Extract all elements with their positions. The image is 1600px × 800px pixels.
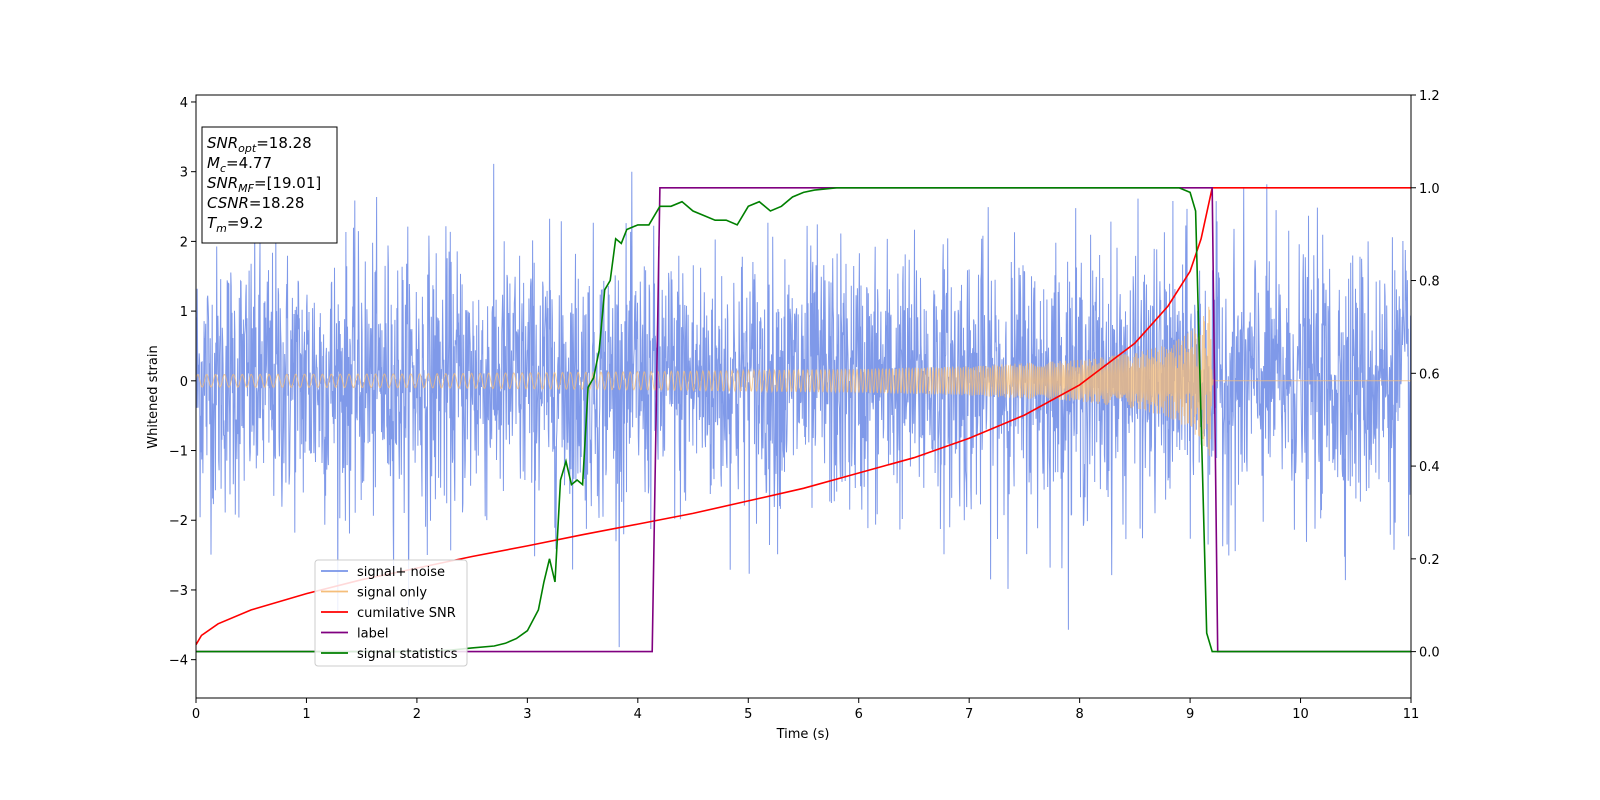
legend-item-stat: signal statistics [321,647,458,662]
legend-item-noisy: signal+ noise [321,565,445,580]
x-axis: 0 1 2 3 4 5 6 7 8 9 10 11 [192,698,1419,722]
series-cumulative-snr [196,187,1411,646]
series-signal-statistics [196,187,1411,653]
y-left-tick-label: 1 [180,305,188,320]
x-tick-label: 4 [634,707,642,722]
x-axis-label: Time (s) [776,727,830,742]
legend: signal+ noise signal only cumilative SNR la… [314,559,468,667]
y-axis-right: 0.0 0.2 0.4 0.6 0.8 1.0 1.2 [1411,89,1440,661]
x-tick-label: 2 [413,707,421,722]
legend-label: signal+ noise [357,565,445,580]
y-right-tick-label: 1.0 [1419,182,1440,197]
info-box: SNRopt=18.28Mc=4.77SNRMF=[19.01]CSNR=18.… [201,126,338,244]
info-box-line: SNRMF=[19.01] [207,174,321,195]
x-tick-label: 0 [192,707,200,722]
y-left-tick-label: 0 [180,375,188,390]
y-left-tick-label: −3 [169,584,188,599]
x-tick-label: 3 [523,707,531,722]
y-right-tick-label: 0.0 [1419,646,1440,661]
x-tick-label: 6 [855,707,863,722]
plot-area [196,163,1411,653]
y-right-tick-label: 0.8 [1419,275,1440,290]
legend-item-csnr: cumilative SNR [321,606,456,621]
legend-label: label [357,627,388,642]
legend-item-label: label [321,627,388,642]
y-right-tick-label: 0.4 [1419,460,1440,475]
legend-frame [314,559,468,667]
y-right-tick-label: 0.2 [1419,553,1440,568]
y-axis-left-label: Whitened strain [146,345,161,448]
y-axis-left: −4 −3 −2 −1 0 1 2 3 4 [169,96,196,669]
y-right-tick-label: 0.6 [1419,367,1440,382]
y-left-tick-label: −1 [169,445,188,460]
info-box-line: CSNR=18.28 [207,194,304,212]
info-box-frame [201,126,338,244]
legend-label: cumilative SNR [357,606,456,621]
legend-item-signal: signal only [321,586,427,601]
y-left-tick-label: −4 [169,654,188,669]
x-tick-label: 9 [1186,707,1194,722]
info-box-line: SNRopt=18.28 [207,134,312,155]
y-left-tick-label: 4 [180,96,188,111]
x-tick-label: 10 [1292,707,1309,722]
y-left-tick-label: 2 [180,235,188,250]
y-left-tick-label: 3 [180,166,188,181]
x-tick-label: 1 [302,707,310,722]
x-tick-label: 8 [1075,707,1083,722]
plot-frame [195,94,1412,699]
y-right-tick-label: 1.2 [1419,89,1440,104]
x-tick-label: 11 [1403,707,1420,722]
x-tick-label: 5 [744,707,752,722]
y-left-tick-label: −2 [169,514,188,529]
info-box-line: Mc=4.77 [207,154,272,175]
series-signal-only [196,306,1411,456]
x-tick-label: 7 [965,707,973,722]
legend-label: signal only [357,586,427,601]
info-box-line: Tm=9.2 [207,214,263,235]
legend-label: signal statistics [357,647,458,662]
